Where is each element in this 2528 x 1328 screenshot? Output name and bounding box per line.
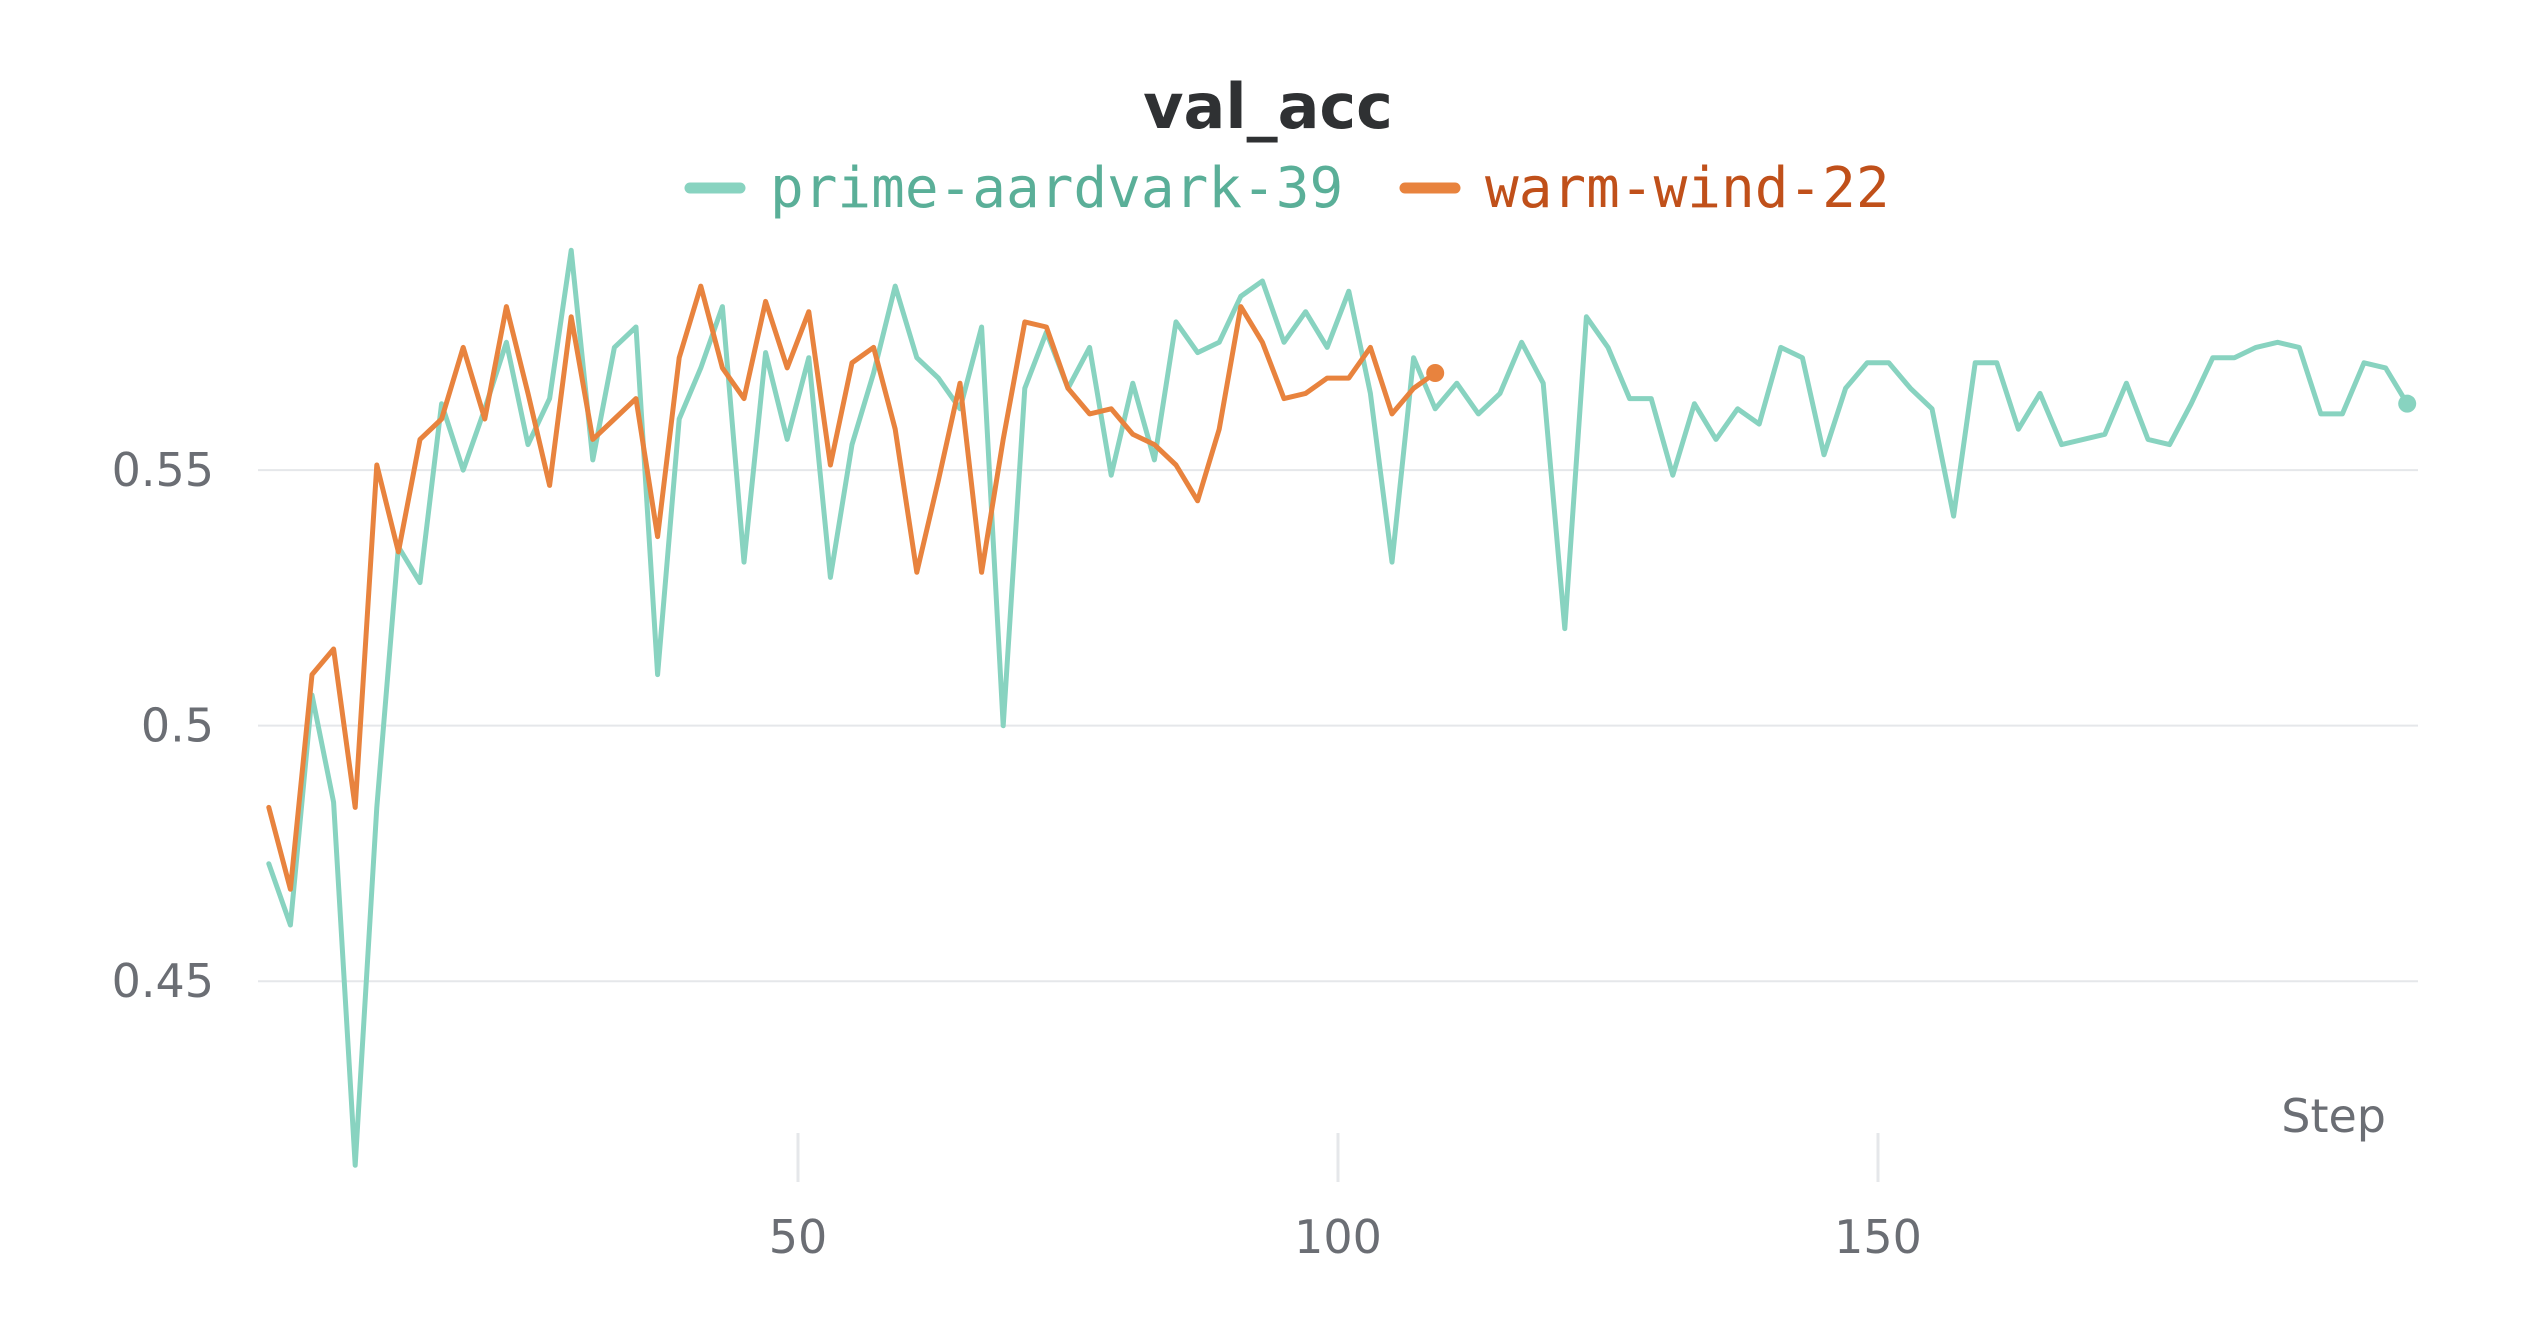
legend-item: warm-wind-22: [1399, 156, 1890, 221]
series-line-warm-wind-22: [266, 283, 1438, 892]
series-layer: [266, 247, 2417, 1168]
series-line-prime-aardvark-39: [266, 247, 2410, 1168]
grid-lines: [258, 469, 2418, 983]
chart-title: val_acc: [1143, 70, 1393, 143]
y-tick-label: 0.45: [112, 954, 214, 1008]
series-endpoint-warm-wind-22: [1426, 364, 1445, 382]
x-axis-title: Step: [2281, 1089, 2386, 1143]
series-endpoint-prime-aardvark-39: [2398, 394, 2417, 413]
legend-item: prime-aardvark-39: [684, 156, 1343, 221]
y-tick-label: 0.5: [141, 699, 214, 753]
legend-label: prime-aardvark-39: [770, 156, 1343, 221]
x-tick-label: 100: [1294, 1210, 1382, 1264]
x-tick-label: 150: [1834, 1210, 1922, 1264]
x-tick-labels: 50 100 150: [769, 1210, 1922, 1264]
legend-label: warm-wind-22: [1485, 156, 1890, 221]
y-tick-label: 0.55: [112, 443, 214, 497]
y-tick-labels: 0.45 0.5 0.55: [112, 443, 214, 1008]
x-tick-label: 50: [769, 1210, 828, 1264]
legend: prime-aardvark-39 warm-wind-22: [684, 156, 1890, 221]
x-tick-marks: [796, 1133, 1880, 1182]
